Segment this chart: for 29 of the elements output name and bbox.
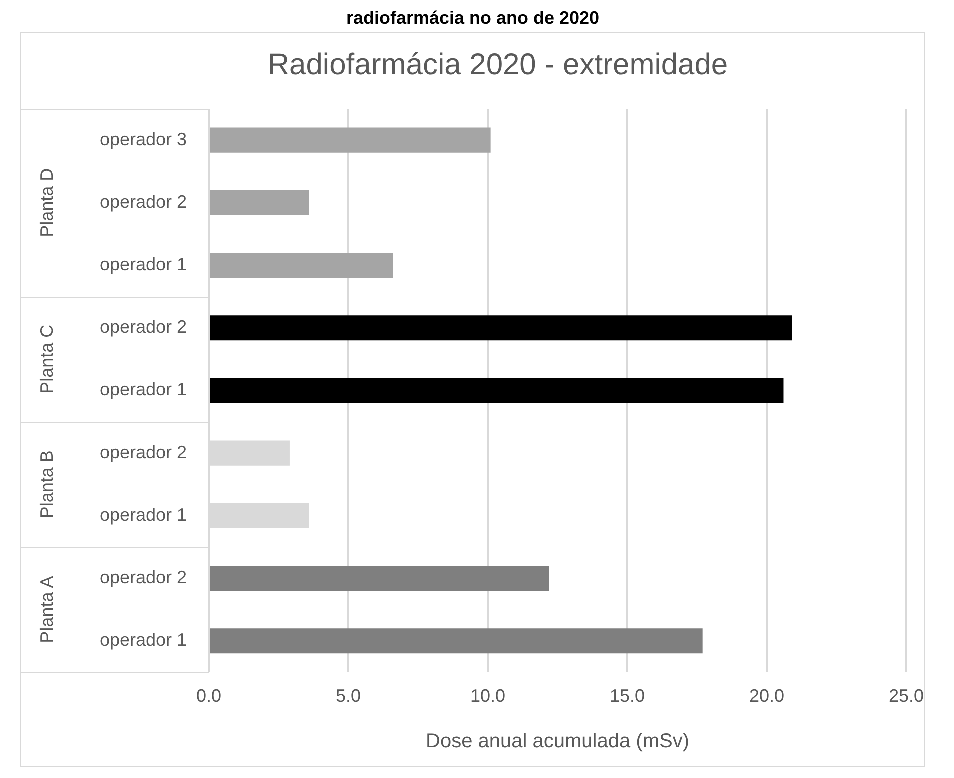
text: Planta D	[36, 168, 57, 238]
x-tick-label: 20.0	[749, 686, 785, 706]
x-tick-label: 15.0	[610, 686, 646, 706]
y-tick-label: operador 2	[100, 442, 188, 462]
y-tick-label: operador 2	[100, 317, 188, 338]
chart-title: Radiofarmácia 2020 - extremidade	[268, 48, 728, 82]
y-tick-label: operador 3	[100, 129, 188, 150]
bar	[210, 628, 703, 654]
y-tick-label: operador 2	[100, 192, 188, 212]
bar	[210, 316, 792, 341]
x-tick-label: 25.0	[888, 686, 924, 706]
text: radiofarmácia no ano de 2020	[346, 8, 600, 28]
y-tick-label: operador 1	[100, 504, 188, 525]
bar	[210, 252, 394, 278]
bar	[210, 190, 310, 216]
text: Planta B	[36, 450, 57, 519]
y-tick-label: operador 1	[100, 254, 188, 274]
bar	[210, 378, 784, 404]
y-tick-label: operador 2	[100, 567, 188, 588]
x-tick-label: 10.0	[470, 686, 506, 706]
x-axis-title: Dose anual acumulada (mSv)	[426, 730, 690, 753]
y-tick-label: operador 1	[100, 630, 188, 650]
bar	[210, 128, 491, 153]
x-tick-label: 0.0	[196, 686, 222, 706]
bar	[210, 566, 550, 592]
x-tick-label: 5.0	[336, 686, 362, 706]
text: Planta A	[36, 576, 57, 644]
y-tick-label: operador 1	[100, 380, 188, 400]
text: Planta C	[36, 324, 57, 394]
